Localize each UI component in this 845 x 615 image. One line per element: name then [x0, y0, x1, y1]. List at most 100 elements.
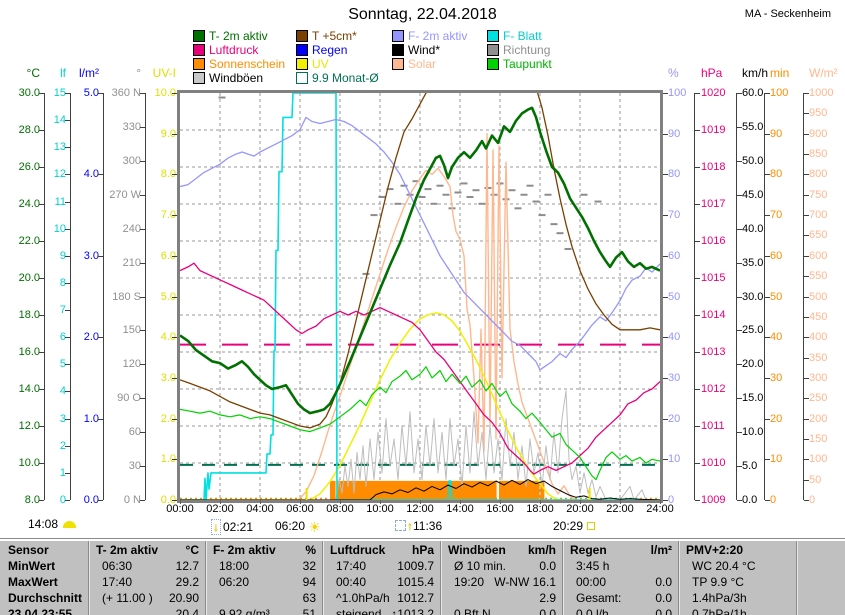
axis-tick: [804, 93, 809, 94]
table-cell-value: 51: [302, 607, 316, 615]
axis-tick: [39, 463, 44, 464]
axis-tick-label: 100: [809, 453, 828, 465]
axis-tick-label: 24.0: [18, 198, 40, 210]
axis-tick: [140, 297, 145, 298]
table-cell-text: 18:00: [219, 559, 250, 573]
x-tick-label: 10:00: [366, 503, 394, 515]
axis-tick: [804, 134, 809, 135]
axis-tick-label: 300: [122, 155, 141, 167]
axis-tick: [39, 352, 44, 353]
moonset-box-icon: ↓: [211, 519, 221, 535]
axis-tick-label: 200: [809, 413, 828, 425]
axis-title-lm2: l/m²: [79, 66, 99, 80]
x-tick: [460, 500, 461, 504]
axis-tick: [172, 378, 177, 379]
x-tick-label: 22:00: [606, 503, 634, 515]
x-tick: [380, 500, 381, 504]
axis-tick: [39, 315, 44, 316]
legend-label: Windböen: [209, 71, 264, 85]
axis-tick: [765, 459, 770, 460]
axis-tick: [140, 229, 145, 230]
axis-tick: [39, 426, 44, 427]
axis-tick: [663, 459, 668, 460]
axis-tick: [663, 378, 668, 379]
axis-tick: [98, 256, 103, 257]
series-richtung: [378, 196, 386, 199]
axis-tick-label: 28.0: [18, 124, 40, 136]
axis-tick: [65, 202, 70, 203]
axis-tick-label: 400: [809, 331, 828, 343]
legend-label: 9.9 Monat-Ø: [312, 71, 379, 85]
axis-tick: [804, 235, 809, 236]
axis-tick: [765, 134, 770, 135]
axis-tick: [663, 215, 668, 216]
axis-tick: [140, 466, 145, 467]
table-cell-value: 20.90: [168, 591, 199, 605]
axis-tick-label: 1009: [701, 494, 726, 506]
series-richtung: [442, 193, 450, 196]
table-cell-text: ^1.0hPa/h: [336, 591, 390, 605]
table-header-unit: %: [305, 543, 316, 557]
axis-title-min: min: [770, 66, 790, 80]
axis-tick: [804, 419, 809, 420]
axis-tick: [737, 195, 742, 196]
table-header-sensor: Sensor: [8, 543, 49, 557]
axis-tick-label: 6: [59, 331, 66, 343]
axis-tick: [804, 256, 809, 257]
axis-tick-label: 700: [809, 209, 828, 221]
table-col-separator-hl: [441, 541, 442, 615]
axis-tick: [737, 127, 742, 128]
legend-label: Wind*: [408, 43, 441, 57]
table-cell-text: 00:40: [336, 575, 367, 589]
axis-tick: [140, 93, 145, 94]
axis-tick-label: 1016: [701, 235, 726, 247]
axis-tick-label: 90: [770, 128, 783, 140]
axis-tick: [65, 310, 70, 311]
axis-line-min: [764, 93, 765, 500]
axis-line-temp: [44, 93, 45, 500]
series-richtung: [394, 202, 402, 205]
axis-tick-label: 50.0: [742, 155, 764, 167]
table-cell-value: 94: [302, 575, 316, 589]
x-tick-label: 08:00: [326, 503, 354, 515]
series-richtung: [362, 272, 370, 275]
axis-tick-label: 850: [809, 148, 828, 160]
series-richtung: [508, 189, 516, 192]
sunrise-time: 06:20: [275, 519, 306, 533]
axis-tick: [172, 500, 177, 501]
axis-tick: [737, 500, 742, 501]
series-richtung: [532, 200, 540, 203]
axis-tick: [737, 398, 742, 399]
table-cell-value: 0.0: [539, 559, 556, 573]
axis-tick: [804, 398, 809, 399]
axis-tick: [695, 278, 700, 279]
axis-tick: [695, 426, 700, 427]
series-wind: [180, 479, 660, 500]
axis-tick: [663, 500, 668, 501]
axis-title-deg: °: [136, 66, 141, 80]
axis-tick: [804, 500, 809, 501]
axis-line-wm2: [803, 93, 804, 500]
axis-tick: [172, 419, 177, 420]
axis-tick-label: 12: [53, 168, 66, 180]
axis-tick: [65, 120, 70, 121]
axis-tick: [663, 297, 668, 298]
axis-tick-label: 1012: [701, 383, 726, 395]
axis-tick: [695, 167, 700, 168]
axis-tick-label: 10.0: [154, 87, 176, 99]
table-divider-light: [0, 539, 845, 540]
x-tick: [300, 500, 301, 504]
axis-tick: [65, 391, 70, 392]
table-cell-text: 9.92 g/m³: [219, 607, 270, 615]
axis-tick: [140, 364, 145, 365]
axis-tick: [765, 215, 770, 216]
table-header-name: Regen: [570, 543, 607, 557]
axis-tick-label: 5: [59, 358, 66, 370]
axis-tick-label: 1018: [701, 161, 726, 173]
series-richtung: [594, 200, 602, 203]
x-tick: [620, 500, 621, 504]
axis-tick: [65, 283, 70, 284]
x-tick: [660, 500, 661, 504]
axis-tick-label: 30.0: [742, 291, 764, 303]
